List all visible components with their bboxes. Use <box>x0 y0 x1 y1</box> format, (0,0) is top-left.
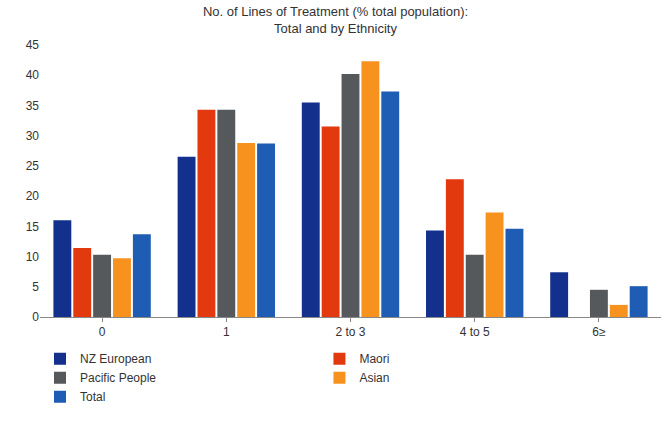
svg-text:Pacific People: Pacific People <box>80 371 156 385</box>
svg-text:0: 0 <box>32 310 39 324</box>
svg-text:5: 5 <box>32 280 39 294</box>
svg-text:0: 0 <box>99 325 106 339</box>
svg-text:35: 35 <box>26 99 40 113</box>
svg-text:15: 15 <box>26 220 40 234</box>
svg-text:10: 10 <box>26 250 40 264</box>
svg-text:2 to 3: 2 to 3 <box>335 325 365 339</box>
svg-text:No. of Lines of Treatment (% t: No. of Lines of Treatment (% total popul… <box>203 4 468 36</box>
svg-text:45: 45 <box>26 38 40 52</box>
svg-text:40: 40 <box>26 68 40 82</box>
svg-text:1: 1 <box>223 325 230 339</box>
svg-text:30: 30 <box>26 129 40 143</box>
svg-text:NZ European: NZ European <box>80 352 151 366</box>
svg-text:4 to 5: 4 to 5 <box>460 325 490 339</box>
svg-text:Total: Total <box>80 390 105 404</box>
svg-text:Asian: Asian <box>359 371 389 385</box>
svg-text:Maori: Maori <box>359 352 389 366</box>
svg-text:25: 25 <box>26 159 40 173</box>
svg-text:20: 20 <box>26 189 40 203</box>
svg-text:6≥: 6≥ <box>592 325 606 339</box>
